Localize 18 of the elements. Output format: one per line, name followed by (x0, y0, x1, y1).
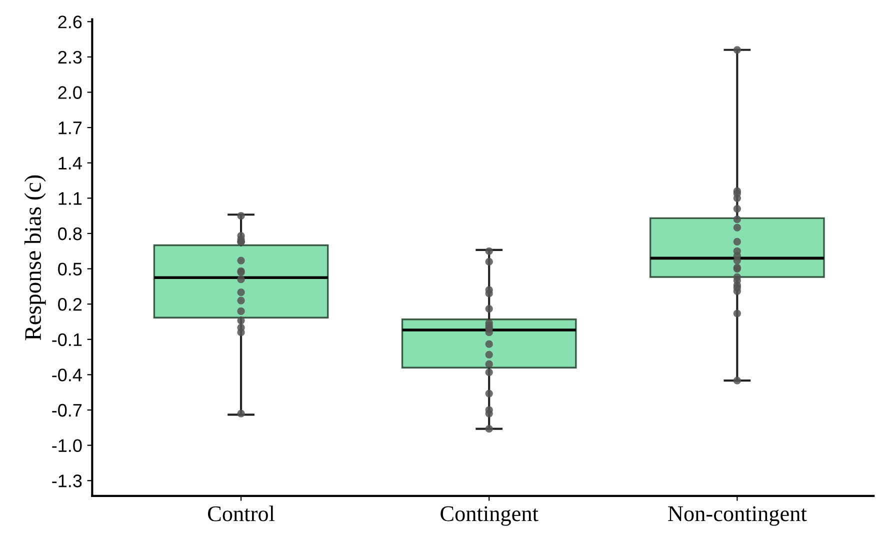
y-tick-label: 2.6 (58, 16, 82, 28)
y-tick-label: -1.0 (52, 439, 82, 452)
y-axis-title: Response bias (c) (24, 175, 46, 340)
y-tick-label: -1.3 (52, 474, 82, 488)
y-tick-label: -0.4 (52, 368, 82, 382)
y-tick-label: 0.2 (58, 298, 82, 311)
y-tick-label: 1.1 (58, 192, 82, 205)
x-tick-label: Control (208, 506, 275, 522)
x-tick-label: Non-contingent (668, 506, 807, 526)
y-tick-label: 1.7 (58, 122, 82, 134)
y-tick-label: 0.8 (58, 227, 82, 240)
y-tick-label: -0.1 (52, 333, 82, 346)
x-tick-label: Contingent (440, 506, 538, 526)
y-tick-label: 0.5 (58, 262, 82, 276)
y-tick-label: -0.7 (52, 404, 82, 417)
y-tick-label: 1.4 (58, 156, 82, 170)
y-tick-label: 2.3 (58, 50, 82, 64)
y-tick-label: 2.0 (58, 86, 82, 99)
